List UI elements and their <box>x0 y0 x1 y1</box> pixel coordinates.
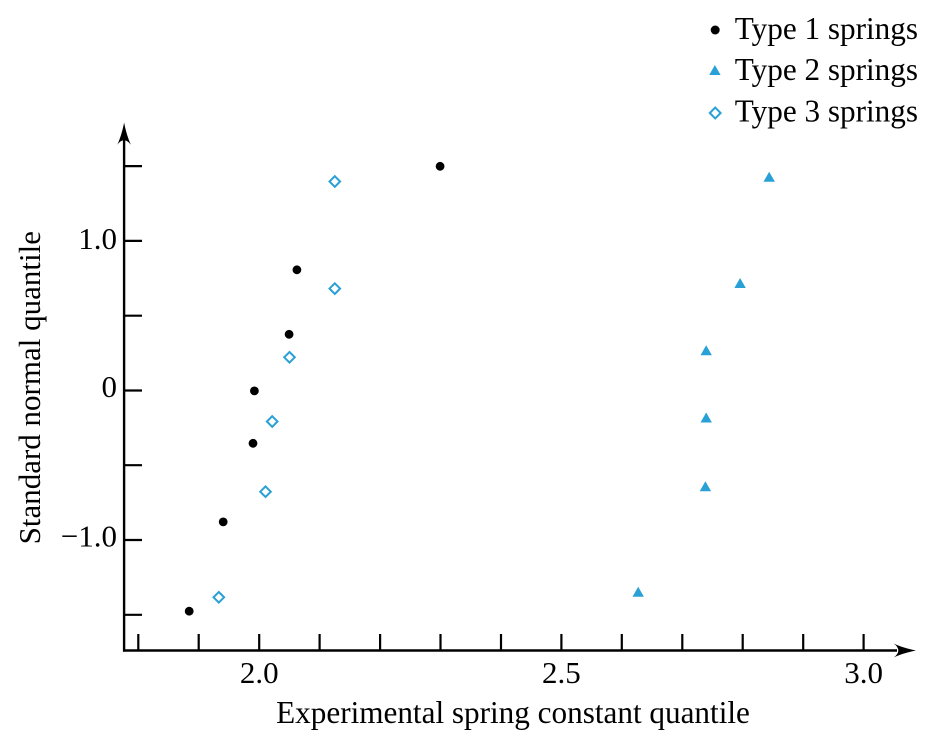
svg-text:Type 2 springs: Type 2 springs <box>735 52 918 87</box>
svg-text:Experimental spring constant q: Experimental spring constant quantile <box>276 695 750 730</box>
svg-text:1.0: 1.0 <box>78 221 117 256</box>
svg-text:2.0: 2.0 <box>240 655 279 690</box>
svg-text:Type 3 springs: Type 3 springs <box>735 93 918 128</box>
svg-text:2.5: 2.5 <box>542 655 581 690</box>
svg-text:Type 1 springs: Type 1 springs <box>735 11 918 46</box>
svg-text:0: 0 <box>102 369 118 404</box>
svg-text:−1.0: −1.0 <box>61 519 117 554</box>
svg-text:Standard normal quantile: Standard normal quantile <box>12 231 47 544</box>
svg-text:3.0: 3.0 <box>844 655 883 690</box>
